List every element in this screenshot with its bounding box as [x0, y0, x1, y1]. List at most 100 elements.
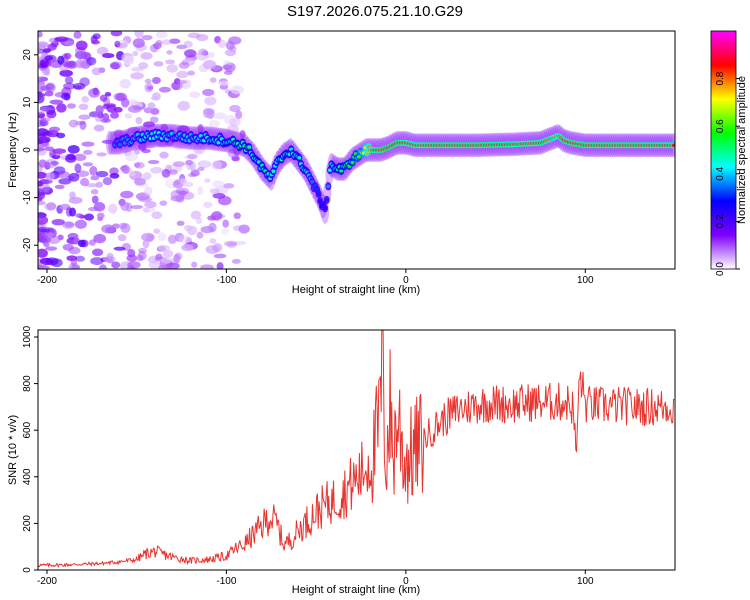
spectrogram-cell — [195, 33, 209, 42]
spectrogram-cell — [38, 41, 49, 49]
spectrogram-cell — [120, 223, 131, 234]
spectrogram-cell — [176, 44, 188, 50]
spectrogram-cell — [142, 207, 150, 213]
spectrogram-cell — [200, 264, 214, 269]
snr-frame — [37, 329, 676, 571]
spectrogram-cell — [64, 40, 75, 46]
spectrogram-cell — [84, 213, 94, 221]
spectrogram-x-ticks: -200 -100 0 100 — [37, 269, 594, 286]
spectrogram-cell — [113, 246, 126, 251]
spectrogram-cell — [231, 156, 241, 162]
spectrogram-cell — [230, 85, 244, 95]
spectrogram-cell — [159, 200, 168, 206]
spectrogram-cell — [144, 186, 153, 196]
spectrogram-cell — [149, 116, 159, 124]
spectrogram-cell — [127, 265, 136, 269]
spectrogram-cell — [93, 233, 107, 244]
spectrogram-cell — [109, 172, 120, 179]
spectrogram-y-tick-label: -20 — [22, 238, 33, 253]
spectrogram-cell — [224, 240, 238, 247]
spectrogram-cell — [138, 142, 147, 151]
spectrogram-cell — [223, 183, 235, 189]
spectrogram-cell — [63, 82, 76, 90]
spectrogram-cell — [125, 152, 139, 162]
spectrogram-cell — [144, 82, 154, 93]
spectrogram-cell — [159, 151, 169, 159]
spectrogram-cell — [38, 31, 43, 38]
spectrogram-cell — [191, 261, 198, 268]
spectrogram-cell — [45, 246, 58, 251]
spectrogram-cell — [114, 40, 121, 48]
spectrogram-cell — [38, 233, 44, 242]
spectrogram-cell — [225, 40, 235, 50]
spectrogram-cell — [38, 179, 53, 185]
spectrogram-cell — [209, 77, 217, 83]
spectrogram-cell — [93, 202, 106, 212]
spectrogram-cell — [187, 32, 201, 39]
spectrogram-cell — [165, 59, 176, 65]
spectrogram-cell — [137, 251, 147, 261]
spectrogram-cell — [167, 234, 177, 244]
spectrogram-cell — [38, 171, 48, 179]
spectrogram-cell — [169, 169, 178, 175]
spectrogram-cell — [161, 168, 171, 178]
spectrogram-cell — [91, 67, 102, 76]
snr-y-tick-label: 0 — [22, 567, 33, 573]
spectrogram-cell — [155, 253, 163, 260]
spectrogram-cell — [189, 91, 201, 98]
spectrogram-cell — [147, 160, 160, 165]
spectrogram-cell — [88, 239, 96, 246]
spectrogram-cell — [318, 199, 323, 203]
spectrogram-cell — [54, 36, 69, 42]
spectrogram-x-label: Height of straight line (km) — [292, 284, 420, 296]
spectrogram-cell — [43, 242, 50, 248]
spectrogram-cell — [297, 155, 302, 160]
spectrogram-cell — [38, 200, 46, 206]
spectrogram-cell — [226, 124, 240, 135]
spectrogram-cell — [233, 212, 241, 220]
spectrogram-cell — [158, 264, 170, 269]
spectrogram-cell — [160, 123, 169, 132]
spectrogram-cell — [178, 61, 190, 69]
spectrogram-cell — [44, 55, 54, 61]
spectrogram-cell — [56, 103, 67, 113]
spectrogram-cell — [195, 217, 203, 225]
spectrogram-cell — [99, 264, 107, 269]
spectrogram-cell — [38, 58, 52, 69]
spectrogram-cell — [180, 79, 192, 89]
spectrogram-cell — [110, 62, 120, 70]
spectrogram-cell — [235, 110, 243, 120]
spectrogram-cell — [197, 123, 204, 134]
spectrogram-cell — [172, 161, 186, 167]
spectrogram-cell — [176, 79, 188, 85]
spectrogram-cell — [118, 142, 123, 147]
spectrogram-cell — [72, 82, 86, 90]
spectrogram-cell — [671, 143, 675, 148]
spectrogram-cell — [185, 159, 194, 166]
spectrogram-cell — [44, 202, 56, 211]
spectrogram-cell — [38, 77, 43, 85]
spectrogram-cell — [166, 64, 179, 73]
spectrogram-cell — [134, 177, 146, 186]
spectrogram-cell — [117, 234, 127, 242]
spectrogram-cell — [138, 62, 149, 70]
spectrogram-cell — [60, 92, 71, 101]
spectrogram-cell — [208, 222, 217, 233]
spectrogram-cell — [94, 112, 102, 123]
colorbar-tick-label: 0.4 — [715, 166, 726, 180]
colorbar-tick-label: 0.0 — [715, 262, 726, 276]
spectrogram-cell — [49, 99, 64, 105]
spectrogram-cell — [222, 64, 233, 70]
spectrogram-cell — [69, 191, 76, 200]
spectrogram-cell — [126, 254, 138, 262]
spectrogram-cell — [54, 184, 65, 190]
spectrogram-cell — [68, 119, 79, 128]
spectrogram-cell — [80, 51, 91, 60]
spectrogram-cell — [38, 112, 46, 119]
colorbar-tick-label: 0.6 — [715, 119, 726, 133]
spectrogram-y-tick-label: 20 — [22, 49, 33, 61]
spectrogram-cell — [40, 117, 51, 122]
spectrogram-cell — [141, 34, 153, 41]
spectrogram-cell — [181, 244, 194, 252]
snr-x-label: Height of straight line (km) — [292, 584, 420, 596]
